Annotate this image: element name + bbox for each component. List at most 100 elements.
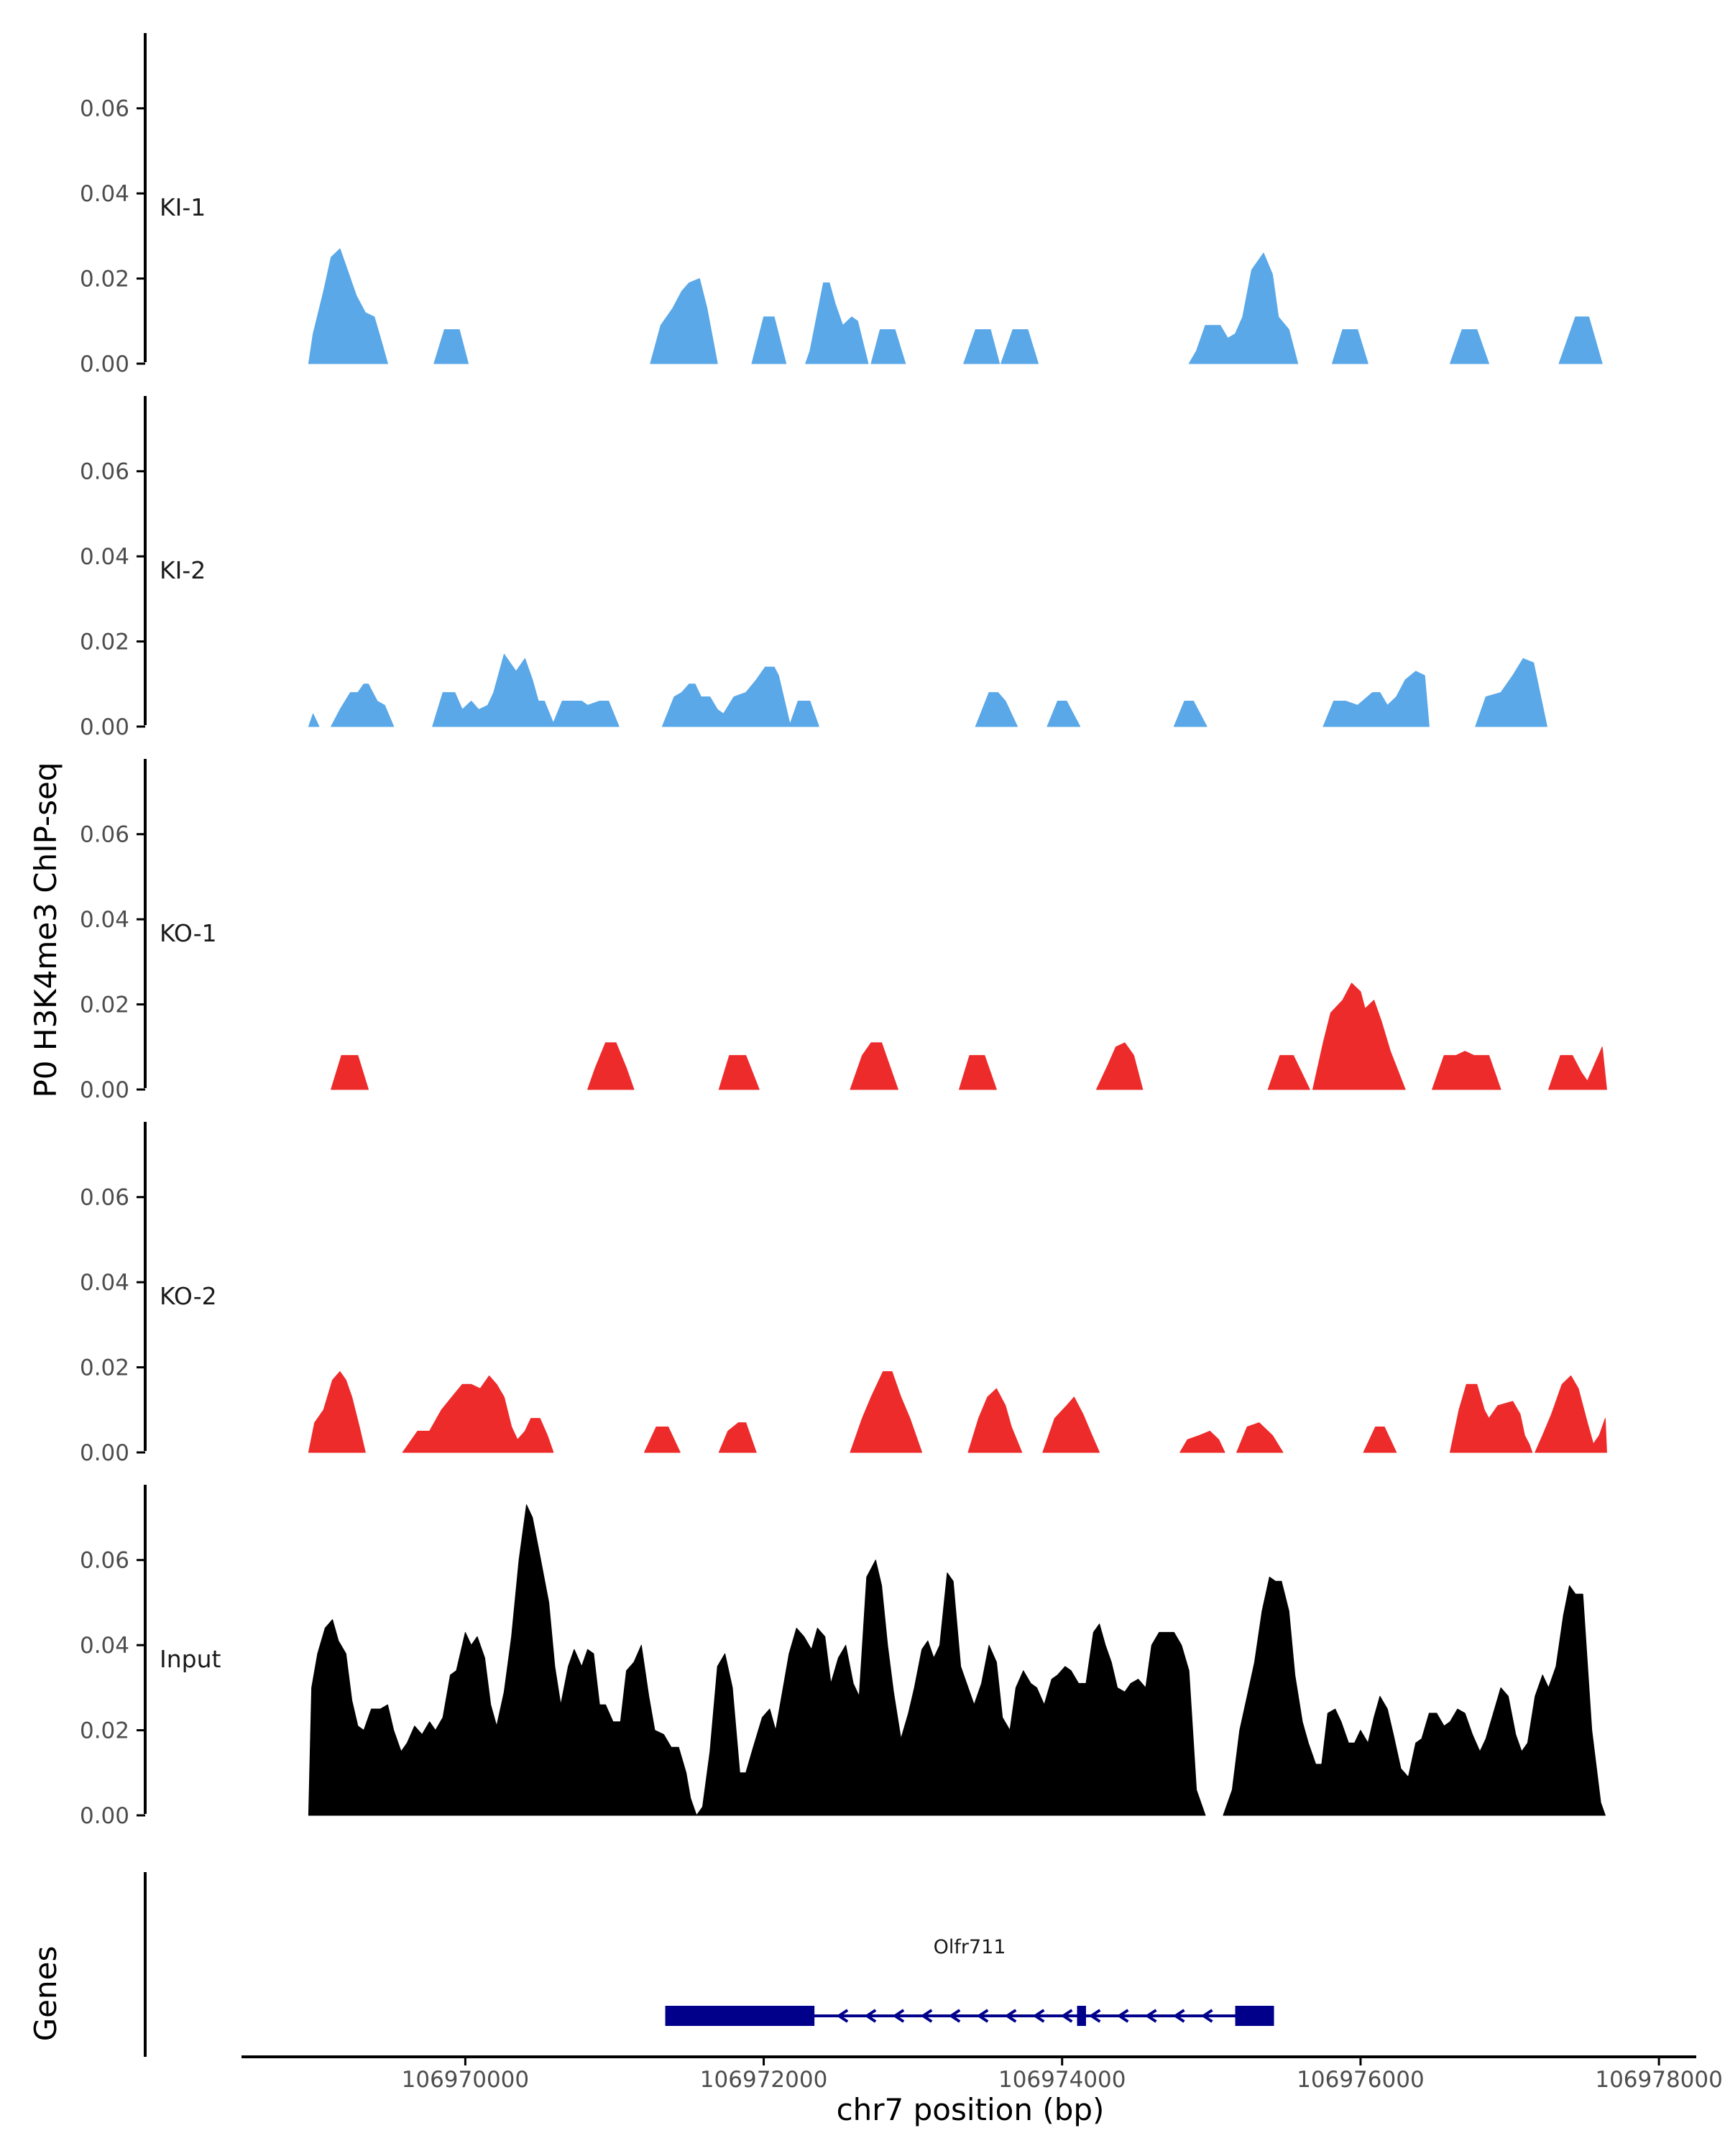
x-tick-label: 106978000 xyxy=(1595,2067,1723,2093)
signal-peak xyxy=(1042,1396,1100,1453)
y-tick-label: 0.04 xyxy=(80,544,129,570)
signal-peak xyxy=(1450,1383,1533,1453)
gene-name-label: Olfr711 xyxy=(934,1936,1006,1958)
track-ko-2: 0.00 0.02 0.04 0.06 KO-2 xyxy=(80,1122,1607,1466)
signal-peak xyxy=(331,683,395,727)
strand-arrow xyxy=(920,2009,933,2023)
strand-arrow xyxy=(1032,2009,1045,2023)
signal-peak xyxy=(402,1375,554,1453)
strand-arrow xyxy=(864,2009,877,2023)
y-tick-label: 0.04 xyxy=(80,1633,129,1659)
y-tick-label: 0.00 xyxy=(80,351,129,377)
signal-peak xyxy=(1558,316,1603,364)
signal-peak xyxy=(1548,1046,1607,1090)
x-tick-label: 106972000 xyxy=(700,2067,828,2093)
genes-axis-title: Genes xyxy=(28,1946,63,2042)
y-axis-title: P0 H3K4me3 ChIP-seq xyxy=(28,762,63,1097)
signal-peak xyxy=(1475,658,1547,727)
signal-peak xyxy=(963,329,1000,364)
signal-peak xyxy=(308,1504,1206,1816)
signal-peak xyxy=(331,1055,369,1090)
y-tick-label: 0.06 xyxy=(80,96,129,122)
track-label: Input xyxy=(160,1645,221,1673)
signal-peak xyxy=(1188,252,1299,364)
signal-peak xyxy=(718,1422,757,1453)
y-tick-label: 0.04 xyxy=(80,181,129,207)
signal-peak xyxy=(1223,1576,1606,1816)
strand-arrow xyxy=(1060,2009,1073,2023)
track-label: KO-2 xyxy=(160,1282,217,1310)
signal-peak xyxy=(551,701,620,727)
y-tick-label: 0.02 xyxy=(80,1355,129,1381)
signal-peak xyxy=(850,1371,923,1453)
signal-peak xyxy=(1332,329,1368,364)
x-tick-label: 106976000 xyxy=(1297,2067,1425,2093)
track-input: 0.00 0.02 0.04 0.06 Input xyxy=(80,1485,1606,1829)
signal-peak xyxy=(661,666,791,727)
signal-peak xyxy=(1267,1055,1310,1090)
signal-peak xyxy=(1432,1051,1501,1090)
signal-peak xyxy=(1179,1430,1225,1453)
signal-peak xyxy=(1535,1375,1607,1453)
track-label: KI-2 xyxy=(160,556,206,584)
signal-peak xyxy=(718,1055,760,1090)
tracks-layer: 0.00 0.02 0.04 0.06 KI-1 0.00 0.02 0.04 0.06 KI-2… xyxy=(80,33,1607,1829)
x-tick-label: 106970000 xyxy=(402,2067,530,2093)
signal-peak xyxy=(751,316,787,364)
strand-arrow xyxy=(1144,2009,1157,2023)
gene-exon xyxy=(1077,2006,1086,2026)
signal-peak xyxy=(308,248,388,364)
y-tick-label: 0.00 xyxy=(80,714,129,740)
y-tick-label: 0.06 xyxy=(80,1548,129,1574)
strand-arrow xyxy=(1004,2009,1017,2023)
gene-exon xyxy=(1235,2006,1274,2026)
signal-peak xyxy=(1000,329,1039,364)
signal-peak xyxy=(432,653,556,727)
track-ki-1: 0.00 0.02 0.04 0.06 KI-1 xyxy=(80,33,1603,377)
x-tick-label: 106974000 xyxy=(998,2067,1126,2093)
track-ko-1: 0.00 0.02 0.04 0.06 KO-1 xyxy=(80,759,1607,1103)
signal-peak xyxy=(959,1055,997,1090)
y-tick-label: 0.04 xyxy=(80,1270,129,1296)
signal-peak xyxy=(1322,671,1430,727)
signal-peak xyxy=(805,282,869,364)
y-tick-label: 0.00 xyxy=(80,1440,129,1466)
strand-arrow xyxy=(1172,2009,1185,2023)
y-tick-label: 0.04 xyxy=(80,907,129,933)
signal-peak xyxy=(1236,1422,1284,1453)
track-ki-2: 0.00 0.02 0.04 0.06 KI-2 xyxy=(80,396,1547,740)
strand-arrow xyxy=(948,2009,961,2023)
y-tick-label: 0.06 xyxy=(80,459,129,485)
y-tick-label: 0.02 xyxy=(80,1718,129,1744)
signal-peak xyxy=(967,1388,1023,1453)
signal-peak xyxy=(1363,1427,1397,1453)
signal-peak xyxy=(587,1042,635,1090)
signal-peak xyxy=(1046,701,1081,727)
strand-arrow xyxy=(1116,2009,1129,2023)
x-axis-title: chr7 position (bp) xyxy=(837,2092,1105,2127)
signal-peak xyxy=(850,1042,898,1090)
y-tick-label: 0.06 xyxy=(80,822,129,848)
signal-peak xyxy=(1096,1042,1144,1090)
signal-peak xyxy=(788,701,819,727)
y-tick-label: 0.06 xyxy=(80,1185,129,1211)
track-label: KI-1 xyxy=(160,193,206,221)
strand-arrow xyxy=(836,2009,849,2023)
signal-peak xyxy=(308,1371,366,1453)
y-tick-label: 0.00 xyxy=(80,1077,129,1103)
signal-peak xyxy=(308,713,320,727)
y-tick-label: 0.02 xyxy=(80,267,129,292)
strand-arrow xyxy=(976,2009,989,2023)
track-label: KO-1 xyxy=(160,919,217,947)
signal-peak xyxy=(433,329,469,364)
strand-arrow xyxy=(1200,2009,1213,2023)
signal-peak xyxy=(870,329,906,364)
signal-peak xyxy=(1450,329,1489,364)
y-tick-label: 0.02 xyxy=(80,992,129,1018)
y-tick-label: 0.00 xyxy=(80,1803,129,1829)
strand-arrow xyxy=(892,2009,905,2023)
signal-peak xyxy=(650,278,718,364)
genes-track: Olfr711 xyxy=(144,1872,1274,2057)
signal-peak xyxy=(644,1427,681,1453)
